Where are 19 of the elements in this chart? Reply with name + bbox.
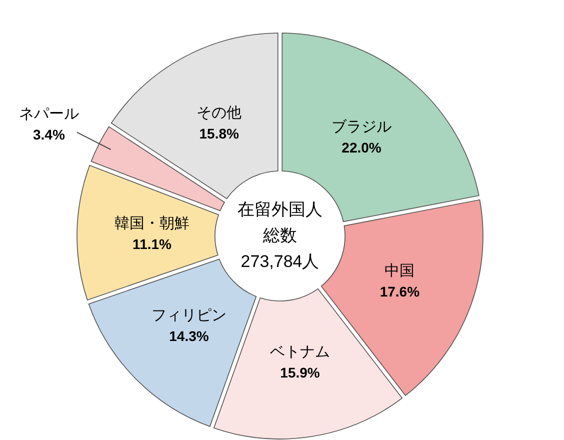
slice-label: ベトナム [270, 343, 330, 360]
data-label: 17.6% [380, 283, 420, 300]
slice-label: ブラジル [332, 118, 392, 136]
text: 在留外国人 [238, 200, 322, 219]
text: 273,784人 [240, 252, 320, 271]
data-label: 14.3% [169, 328, 210, 344]
data-label: 15.9% [280, 364, 320, 380]
slice-label: 韓国・朝鮮 [114, 214, 190, 232]
data-label: 11.1% [132, 236, 172, 252]
text: 総数 [262, 226, 297, 245]
donut-slice [76, 165, 219, 300]
slice-label: ネパール [18, 105, 79, 122]
data-label: 3.4% [33, 126, 66, 142]
slice-label: フィリピン [151, 307, 226, 324]
slice-label: 中国 [384, 262, 415, 280]
slice-label: その他 [196, 104, 242, 122]
data-label: 15.8% [199, 125, 240, 142]
donut-slice [110, 32, 278, 200]
data-label: 22.0% [342, 139, 382, 156]
